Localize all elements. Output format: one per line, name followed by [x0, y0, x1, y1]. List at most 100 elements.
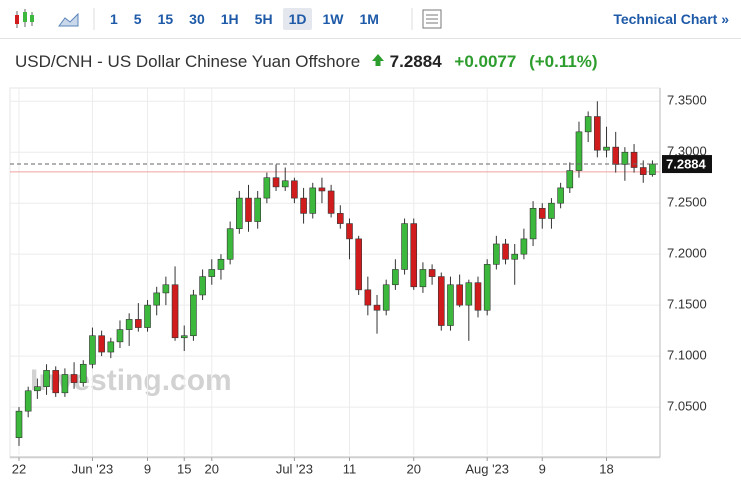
x-tick-label: Jun '23	[72, 461, 114, 476]
candle-body	[300, 197, 307, 214]
candle-body	[171, 284, 179, 339]
candle-body	[144, 304, 151, 328]
candle-body	[79, 363, 87, 383]
candle-body	[502, 243, 509, 260]
candle-body	[520, 238, 528, 255]
y-tick-label: 7.3000	[667, 144, 707, 159]
candle-body	[511, 253, 519, 260]
y-tick-label: 7.1500	[667, 297, 707, 312]
candle-body	[612, 146, 620, 165]
candle-body	[364, 289, 372, 306]
candle-body	[199, 276, 206, 296]
candle-body	[281, 180, 289, 188]
candle-body	[557, 187, 564, 204]
candle-body	[318, 187, 326, 192]
candle-body	[34, 386, 41, 392]
x-tick-label: 18	[599, 461, 613, 476]
candle-icon[interactable]	[15, 9, 34, 28]
watermark: Investing.com	[30, 364, 232, 397]
candle-body	[153, 292, 160, 306]
candle-body	[263, 177, 271, 199]
price: 7.2884	[389, 52, 442, 71]
candle-body	[437, 276, 445, 326]
candle-body	[621, 151, 629, 165]
candle-body	[208, 269, 216, 277]
timeframe-button[interactable]: 5	[133, 11, 142, 27]
candle-body	[226, 228, 234, 260]
candle-body	[575, 131, 583, 171]
x-tick-label: Jul '23	[276, 461, 313, 476]
candle-body	[410, 223, 418, 288]
candle-body	[217, 258, 225, 270]
candle-body	[245, 197, 252, 222]
candle-body	[327, 190, 335, 214]
candle-body	[15, 410, 23, 438]
timeframe-button[interactable]: 1H	[220, 11, 239, 27]
timeframe-button[interactable]: 1	[110, 11, 118, 27]
candle-body	[180, 335, 188, 339]
candle-body	[116, 329, 124, 343]
candle-body	[548, 202, 555, 219]
last-price-box	[662, 155, 712, 174]
y-tick-label: 7.1000	[667, 348, 707, 363]
grid-icon-box	[411, 8, 442, 30]
candle-body	[70, 374, 78, 383]
candle-body	[630, 151, 638, 168]
candle-body	[125, 319, 133, 330]
timeframe-button[interactable]: 5H	[254, 11, 273, 27]
candle-body	[594, 116, 601, 151]
candle-body	[382, 284, 390, 311]
candle-body	[649, 163, 656, 175]
timeframe-button[interactable]: 1D	[282, 8, 313, 30]
candle-body	[529, 207, 537, 240]
y-tick-label: 7.0500	[667, 399, 707, 414]
header: USD/CNH - US Dollar Chinese Yuan Offshor…	[15, 52, 598, 72]
candle-body	[474, 282, 482, 311]
candle-body	[89, 335, 96, 365]
timeframe-button[interactable]: 1M	[359, 11, 379, 27]
candle-body	[24, 390, 32, 412]
timeframes: 1 5 15 30 1H 5H 1D 1W 1M	[104, 8, 389, 30]
candle-body	[373, 304, 381, 311]
candle-body	[465, 282, 473, 306]
candle-body	[98, 335, 105, 353]
candle-body	[336, 213, 344, 224]
area-icon[interactable]	[58, 12, 79, 27]
x-tick-label: 20	[407, 461, 421, 476]
candle-body	[61, 374, 69, 394]
candle-body	[309, 187, 317, 214]
candle-body	[603, 146, 610, 151]
candle-body	[493, 243, 500, 265]
candle-body	[566, 170, 574, 189]
plot-frame	[9, 87, 661, 459]
change: +0.0077	[454, 52, 517, 71]
x-tick-label: 11	[343, 461, 357, 476]
last-price-label: 7.2884	[666, 156, 707, 171]
x-tick-label: Aug '23	[465, 461, 509, 476]
y-tick-label: 7.2500	[667, 195, 707, 210]
timeframe-button[interactable]: 30	[189, 11, 205, 27]
candle-body	[162, 284, 170, 294]
candle-body	[135, 319, 142, 328]
candle-body	[355, 238, 362, 291]
candle-body	[401, 223, 408, 270]
timeframe-button[interactable]: 15	[157, 11, 174, 27]
technical-chart-link[interactable]: Technical Chart »	[613, 11, 729, 27]
x-tick-label: 15	[177, 461, 191, 476]
candle-body	[639, 167, 647, 175]
candle-body	[291, 180, 298, 199]
timeframe-button[interactable]: 1W	[322, 11, 344, 27]
toolbar: 1 5 15 30 1H 5H 1D 1W 1M Technical Chart »	[0, 0, 741, 39]
x-tick-label: 22	[12, 461, 26, 476]
candle-body	[584, 116, 592, 133]
toolbar-icons	[15, 8, 95, 30]
change-percent: (+0.11%)	[529, 52, 598, 71]
up-arrow	[371, 54, 384, 66]
x-tick-label: 20	[205, 461, 219, 476]
instrument-title: USD/CNH - US Dollar Chinese Yuan Offshor…	[15, 52, 361, 71]
candle-body	[419, 269, 427, 288]
candle-body	[43, 370, 50, 387]
candle-body	[456, 284, 463, 306]
